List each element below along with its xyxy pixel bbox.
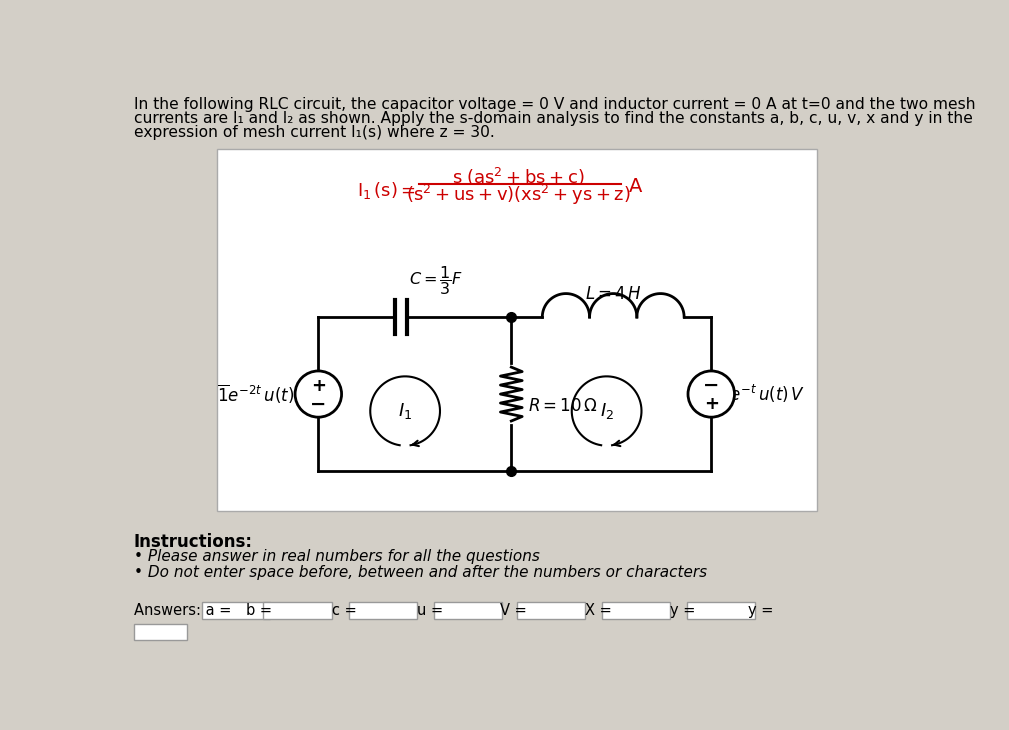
Text: +: + [311,377,326,395]
Text: +: + [703,395,718,413]
Text: u =: u = [417,603,443,618]
Text: expression of mesh current I₁(s) where z = 30.: expression of mesh current I₁(s) where z… [134,125,494,139]
Text: $I_1$: $I_1$ [398,401,413,421]
Text: X =: X = [585,603,611,618]
Text: $C = \dfrac{1}{3}F$: $C = \dfrac{1}{3}F$ [409,264,463,296]
Text: currents are I₁ and I₂ as shown. Apply the s-domain analysis to find the constan: currents are I₁ and I₂ as shown. Apply t… [134,111,973,126]
FancyBboxPatch shape [517,602,585,619]
Circle shape [688,371,735,417]
Text: −: − [703,376,719,395]
FancyBboxPatch shape [217,149,817,511]
FancyBboxPatch shape [263,602,332,619]
Text: y =: y = [748,603,773,618]
Text: $L = 4\,H$: $L = 4\,H$ [584,285,642,303]
FancyBboxPatch shape [602,602,670,619]
Text: $\mathsf{A}$: $\mathsf{A}$ [629,177,644,196]
Text: V =: V = [499,603,527,618]
Text: • Do not enter space before, between and after the numbers or characters: • Do not enter space before, between and… [134,565,707,580]
Text: c =: c = [332,603,356,618]
Text: • Please answer in real numbers for all the questions: • Please answer in real numbers for all … [134,549,540,564]
Text: b =: b = [246,603,272,618]
Text: Answers: a =: Answers: a = [134,603,231,618]
FancyBboxPatch shape [434,602,502,619]
Text: $\mathsf{(s^2+us+v)(xs^2+ys+z)}$: $\mathsf{(s^2+us+v)(xs^2+ys+z)}$ [406,183,631,207]
Text: Instructions:: Instructions: [134,533,253,550]
Text: −: − [310,395,327,414]
FancyBboxPatch shape [687,602,756,619]
Text: y =: y = [670,603,695,618]
Text: In the following RLC circuit, the capacitor voltage = 0 V and inductor current =: In the following RLC circuit, the capaci… [134,97,976,112]
Text: $\mathsf{s\;(as^2+bs+c)}$: $\mathsf{s\;(as^2+bs+c)}$ [452,166,584,188]
FancyBboxPatch shape [202,602,270,619]
Text: $\mathsf{I_1\,(s) = }$: $\mathsf{I_1\,(s) = }$ [357,180,416,201]
Text: $I_2$: $I_2$ [599,401,613,421]
Circle shape [295,371,342,417]
Text: $R = 10\,\Omega$: $R = 10\,\Omega$ [529,396,598,415]
Text: $2e^{-t}\,u(t)\,V$: $2e^{-t}\,u(t)\,V$ [719,383,805,405]
Text: $\overline{1}e^{-2t}\,u(t)\,V$: $\overline{1}e^{-2t}\,u(t)\,V$ [217,383,311,406]
FancyBboxPatch shape [348,602,417,619]
FancyBboxPatch shape [134,623,187,640]
